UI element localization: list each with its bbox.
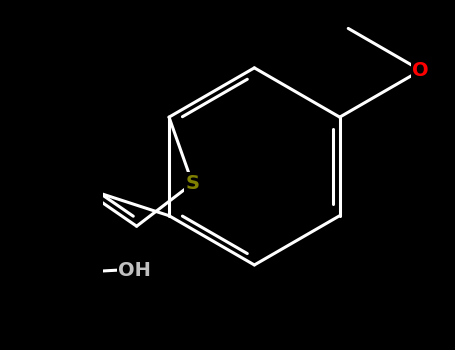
Text: OH: OH (118, 261, 151, 280)
Text: S: S (186, 174, 199, 193)
Text: O: O (413, 61, 429, 80)
